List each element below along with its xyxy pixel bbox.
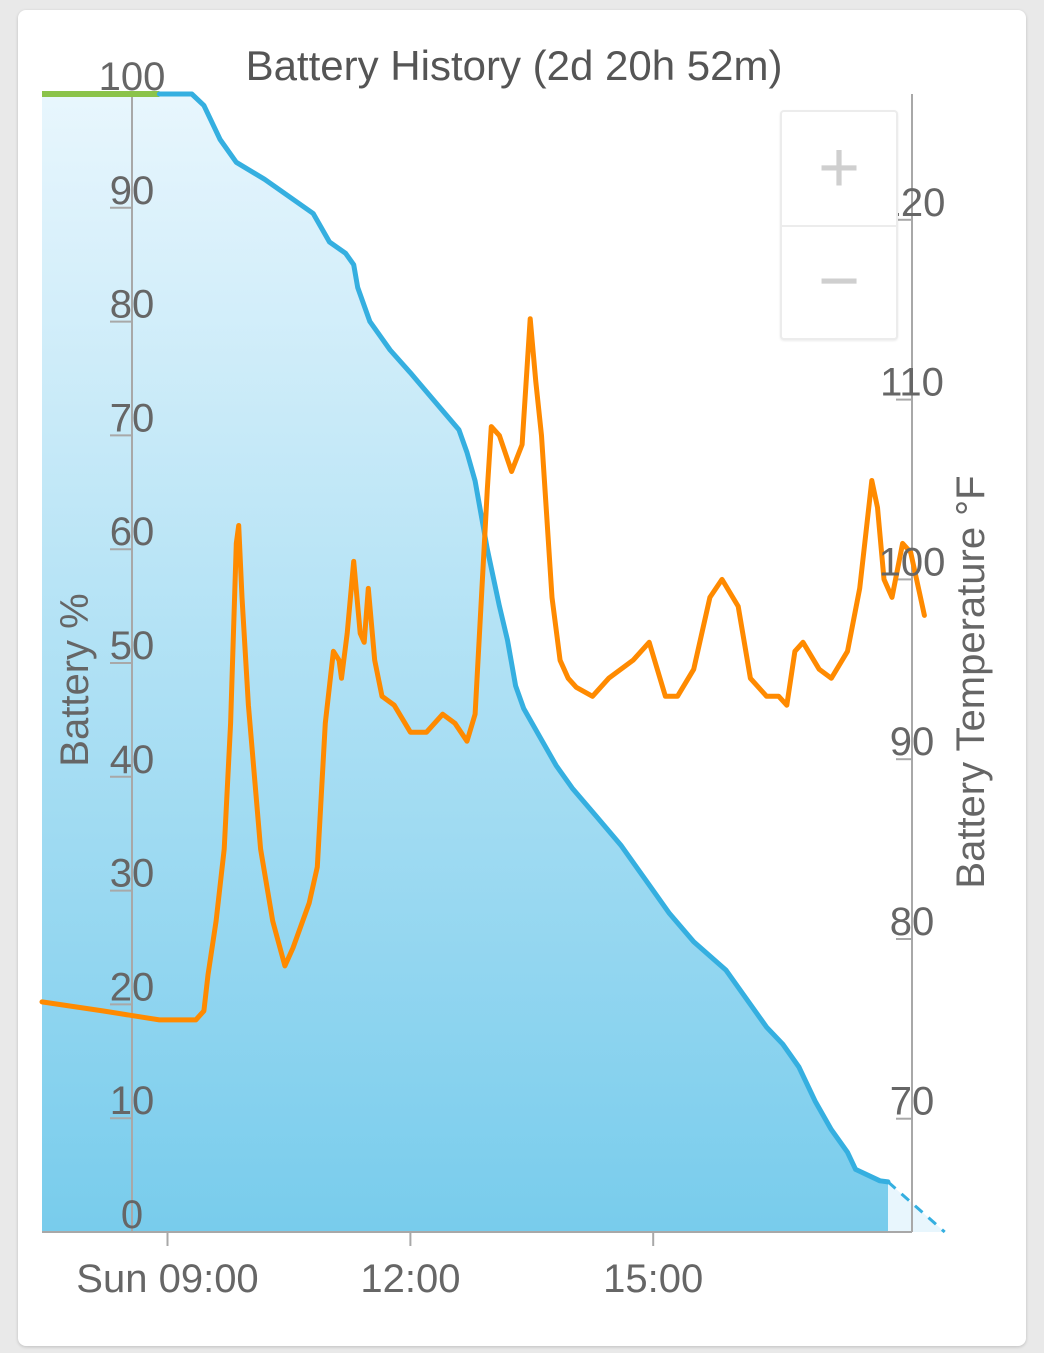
left-tick-label: 30 <box>110 852 155 896</box>
right-tick-label: 100 <box>879 540 946 584</box>
chart-title: Battery History (2d 20h 52m) <box>246 42 783 89</box>
right-tick-label: 90 <box>890 720 935 764</box>
left-tick-label: 80 <box>110 283 155 327</box>
left-tick-label: 40 <box>110 738 155 782</box>
zoom-out-button[interactable]: − <box>817 241 861 321</box>
left-tick-label: 90 <box>110 169 155 213</box>
battery-chart: 0102030405060708090100708090100110120Sun… <box>39 42 993 1301</box>
left-tick-label: 100 <box>99 55 166 99</box>
right-tick-label: 110 <box>880 361 944 405</box>
left-tick-label: 50 <box>110 624 155 668</box>
right-tick-label: 80 <box>890 900 935 944</box>
x-tick-label: Sun 09:00 <box>76 1257 258 1301</box>
left-tick-label: 0 <box>121 1193 143 1237</box>
right-tick-label: 70 <box>890 1080 935 1124</box>
left-tick-label: 10 <box>110 1079 155 1123</box>
x-tick-label: 15:00 <box>603 1257 703 1301</box>
left-tick-label: 70 <box>110 396 155 440</box>
battery-area-fill <box>42 94 888 1232</box>
zoom-controls: + − <box>780 110 898 340</box>
chart-card: 0 10 20 30 40 50 60 70 80 90 100 70 80 90 100 110 120 Sun… <box>18 10 1026 1346</box>
battery-line <box>156 91 891 1185</box>
temperature-line <box>39 316 927 1023</box>
left-tick-label: 60 <box>110 510 155 554</box>
zoom-in-button[interactable]: + <box>782 112 896 227</box>
x-tick-label: 12:00 <box>360 1257 460 1301</box>
right-axis-title: Battery Temperature °F <box>949 475 993 888</box>
left-tick-label: 20 <box>110 965 155 1009</box>
battery-projection-line <box>887 1180 946 1234</box>
left-axis-title: Battery % <box>53 593 97 766</box>
